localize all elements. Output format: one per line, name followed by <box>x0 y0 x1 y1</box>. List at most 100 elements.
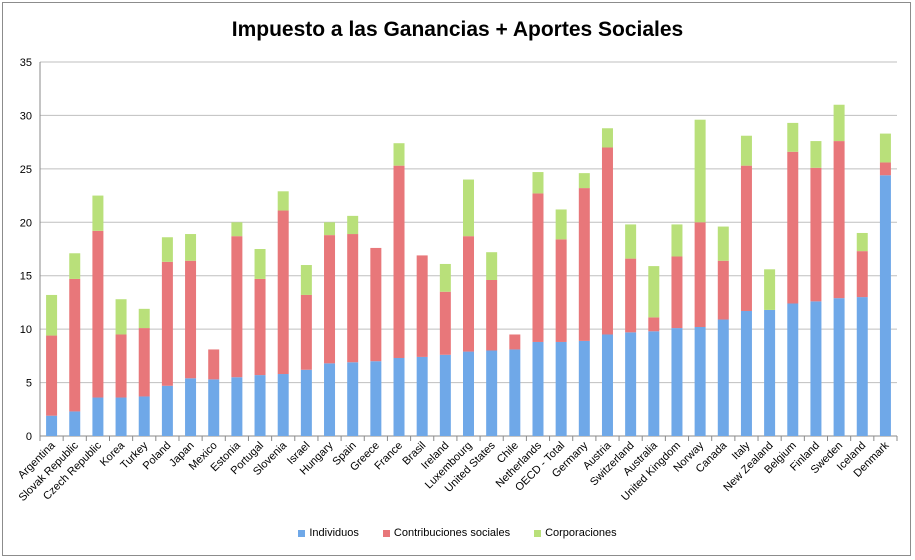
bar-segment <box>347 234 359 363</box>
bar-segment <box>92 195 104 231</box>
y-tick-label: 30 <box>20 110 32 122</box>
bar-segment <box>671 224 683 257</box>
bar-segment <box>625 332 637 436</box>
bar-segment <box>578 173 590 189</box>
y-tick-label: 5 <box>26 378 32 390</box>
bar-segment <box>254 278 266 376</box>
bar-segment <box>810 141 822 168</box>
bar-segment <box>277 191 289 211</box>
bar-segment <box>578 188 590 341</box>
bar-segment <box>324 235 336 364</box>
bar-segment <box>532 193 544 342</box>
y-tick-label: 0 <box>26 431 32 443</box>
legend-item: Individuos <box>298 527 359 539</box>
bar-segment <box>347 215 359 235</box>
bar-segment <box>625 258 637 333</box>
bar-segment <box>717 260 729 320</box>
bar-segment <box>601 147 613 335</box>
bar-segment <box>694 222 706 328</box>
bar-segment <box>833 141 845 299</box>
bar-segment <box>138 396 150 436</box>
bar-segment <box>324 363 336 436</box>
y-tick-label: 15 <box>20 271 32 283</box>
bar-segment <box>231 236 243 378</box>
bar-segment <box>439 291 451 355</box>
bar-segment <box>300 294 312 370</box>
bar-segment <box>694 119 706 223</box>
bar-segment <box>416 356 428 436</box>
bar-segment <box>717 226 729 261</box>
bar-segment <box>833 104 845 142</box>
bar-segment <box>463 236 474 352</box>
bar-segment <box>740 310 752 436</box>
chart-legend: Individuos Contribuciones sociales Corpora… <box>0 527 915 539</box>
bar-segment <box>555 209 567 240</box>
bar-segment <box>115 299 127 335</box>
bar-segment <box>648 317 660 332</box>
legend-item: Contribuciones sociales <box>382 527 511 539</box>
legend-swatch <box>298 529 306 537</box>
y-tick-label: 35 <box>20 57 32 69</box>
bar-segment <box>254 249 266 279</box>
bar-segment <box>393 143 405 166</box>
bar-segment <box>208 379 220 436</box>
bar-segment <box>416 255 428 357</box>
bar-segment <box>671 328 683 436</box>
bar-segment <box>532 341 544 436</box>
bar-segment <box>740 135 752 166</box>
bar-segment <box>92 397 104 436</box>
bar-segment <box>740 165 752 311</box>
bar-segment <box>300 265 312 295</box>
bar-segment <box>764 269 776 310</box>
bar-segment <box>185 234 197 261</box>
bar-segment <box>856 232 868 252</box>
legend-swatch <box>534 529 542 537</box>
bar-segment <box>231 377 243 436</box>
bar-segment <box>648 331 660 436</box>
bar-segment <box>717 319 729 436</box>
bar-segment <box>532 172 544 194</box>
bar-segment <box>208 349 220 380</box>
bar-segment <box>509 334 521 350</box>
bar-segment <box>277 210 289 375</box>
bar-segment <box>324 222 336 236</box>
bar-segment <box>833 298 845 436</box>
bar-segment <box>277 374 289 436</box>
bar-segment <box>161 237 173 262</box>
bar-segment <box>370 247 382 362</box>
bar-segment <box>69 253 81 279</box>
legend-label: Contribuciones sociales <box>393 527 511 539</box>
bar-segment <box>254 375 266 436</box>
bar-segment <box>46 335 58 416</box>
chart-title: Impuesto a las Ganancias + Aportes Socia… <box>231 18 684 41</box>
bar-segment <box>856 297 868 436</box>
bar-segment <box>601 334 613 436</box>
bar-segment <box>486 279 498 351</box>
bar-segment <box>787 122 799 152</box>
bar-segment <box>138 308 150 329</box>
bar-segment <box>370 361 382 436</box>
bar-segment <box>463 179 474 237</box>
bar-segment <box>879 133 891 163</box>
bar-segment <box>879 175 891 437</box>
bar-segment <box>810 301 822 436</box>
legend-label: Corporaciones <box>545 527 617 539</box>
y-tick-label: 10 <box>20 324 32 336</box>
bar-segment <box>115 334 127 398</box>
bar-segment <box>185 378 197 436</box>
bar-segment <box>161 385 173 436</box>
y-tick-label: 20 <box>20 217 32 229</box>
bar-segment <box>764 309 776 436</box>
y-tick-label: 25 <box>20 164 32 176</box>
bar-segment <box>555 239 567 342</box>
bar-segment <box>810 167 822 302</box>
bar-segment <box>138 328 150 397</box>
bar-segment <box>393 165 405 358</box>
bar-segment <box>856 251 868 298</box>
bar-segment <box>231 222 243 237</box>
legend-label: Individuos <box>309 527 359 539</box>
bar-segment <box>463 351 474 436</box>
bar-segment <box>69 278 81 412</box>
bar-segment <box>555 341 567 436</box>
